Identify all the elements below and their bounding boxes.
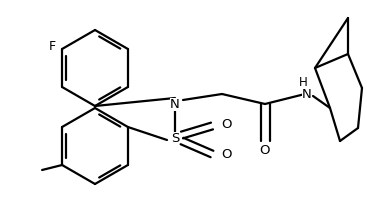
Text: O: O (221, 119, 232, 132)
Text: H: H (299, 76, 308, 89)
Text: O: O (260, 145, 270, 157)
Text: N: N (302, 87, 312, 100)
Text: S: S (171, 132, 179, 145)
Text: F: F (48, 41, 56, 54)
Text: N: N (170, 97, 180, 111)
Text: O: O (221, 149, 232, 162)
